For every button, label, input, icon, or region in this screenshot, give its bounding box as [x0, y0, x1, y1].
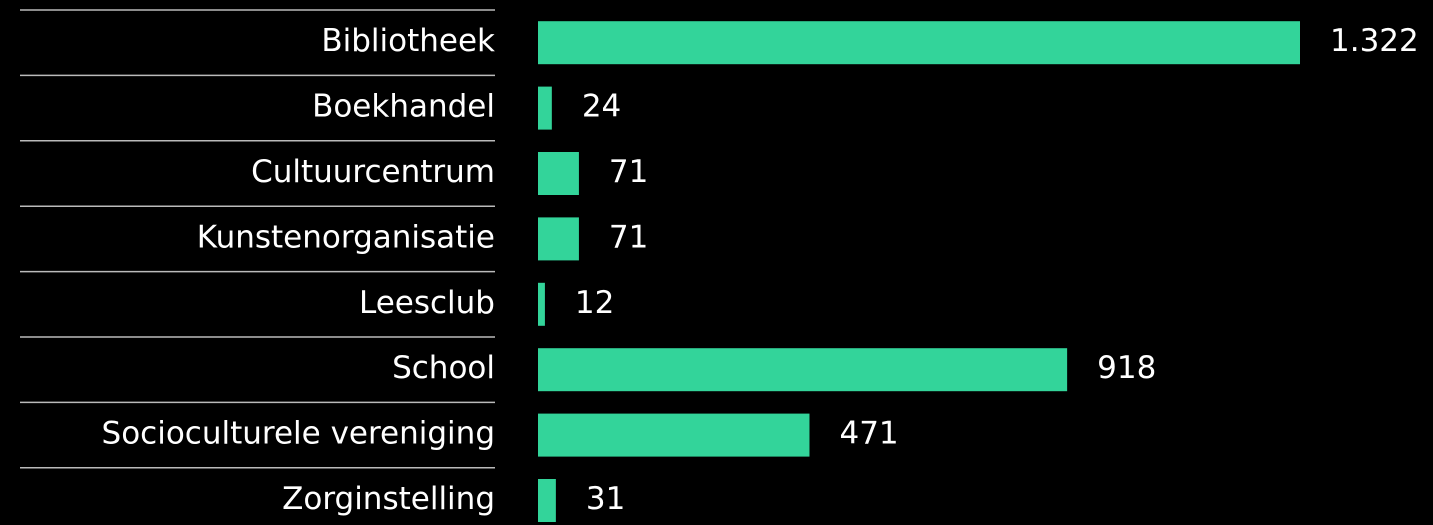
value-label: 918: [1097, 350, 1156, 386]
category-label: Kunstenorganisatie: [197, 219, 495, 255]
bar: [538, 217, 579, 261]
value-label: 12: [575, 285, 614, 321]
value-label: 1.322: [1330, 23, 1419, 59]
value-label: 71: [609, 219, 648, 255]
category-label: Socioculturele vereniging: [102, 416, 495, 452]
bar: [538, 413, 810, 457]
bar: [538, 86, 552, 130]
bar: [538, 282, 545, 326]
value-label: 71: [609, 154, 648, 190]
bar: [538, 21, 1300, 65]
category-label: Bibliotheek: [321, 23, 495, 59]
category-label: Leesclub: [359, 285, 495, 321]
value-label: 31: [586, 481, 625, 517]
bar: [538, 348, 1068, 392]
category-label: School: [392, 350, 495, 386]
value-label: 471: [839, 416, 898, 452]
bar: [538, 479, 556, 522]
category-label: Cultuurcentrum: [251, 154, 495, 190]
value-label: 24: [582, 89, 621, 125]
category-label: Boekhandel: [312, 89, 495, 125]
category-label: Zorginstelling: [282, 481, 495, 517]
bar: [538, 152, 579, 195]
